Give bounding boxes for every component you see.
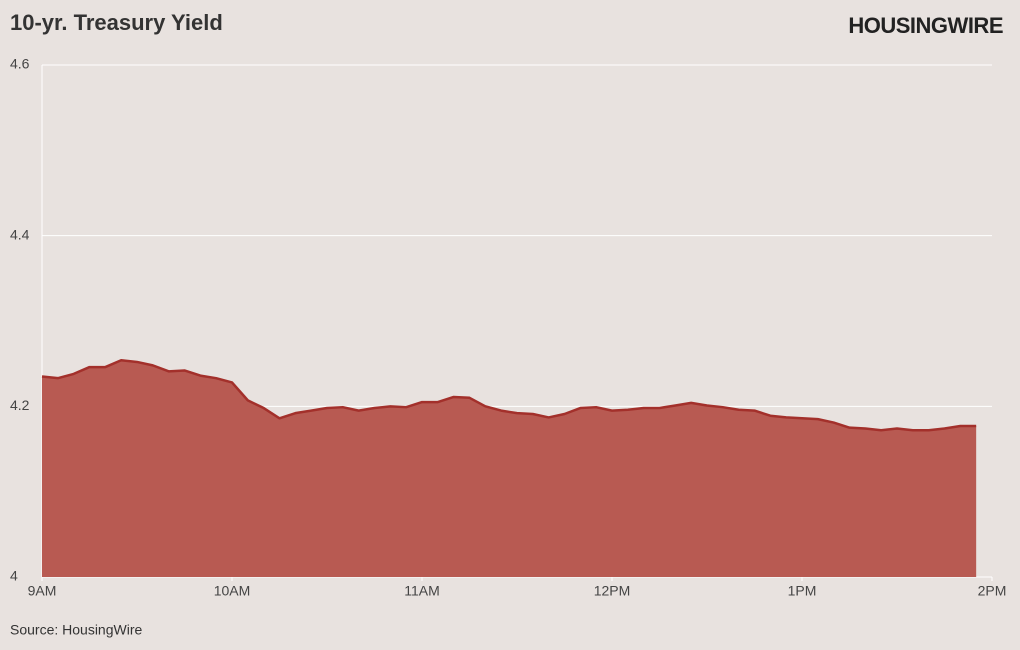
source-note: Source: HousingWire xyxy=(10,622,142,638)
x-tick-label: 9AM xyxy=(28,583,57,599)
area xyxy=(42,360,977,577)
logo: HOUSINGWIRE xyxy=(848,13,1003,38)
y-tick-label: 4.2 xyxy=(10,397,30,413)
line xyxy=(41,359,977,432)
x-tick-label: 12PM xyxy=(594,583,631,599)
y-tick-label: 4.4 xyxy=(10,226,30,242)
x-tick-label: 1PM xyxy=(788,583,817,599)
x-tick-label: 11AM xyxy=(404,583,440,599)
x-tick-label: 2PM xyxy=(978,583,1007,599)
y-tick-label: 4 xyxy=(10,568,18,584)
y-tick-label: 4.6 xyxy=(10,56,30,72)
chart-title: 10-yr. Treasury Yield xyxy=(10,10,223,35)
x-tick-label: 10AM xyxy=(214,583,251,599)
